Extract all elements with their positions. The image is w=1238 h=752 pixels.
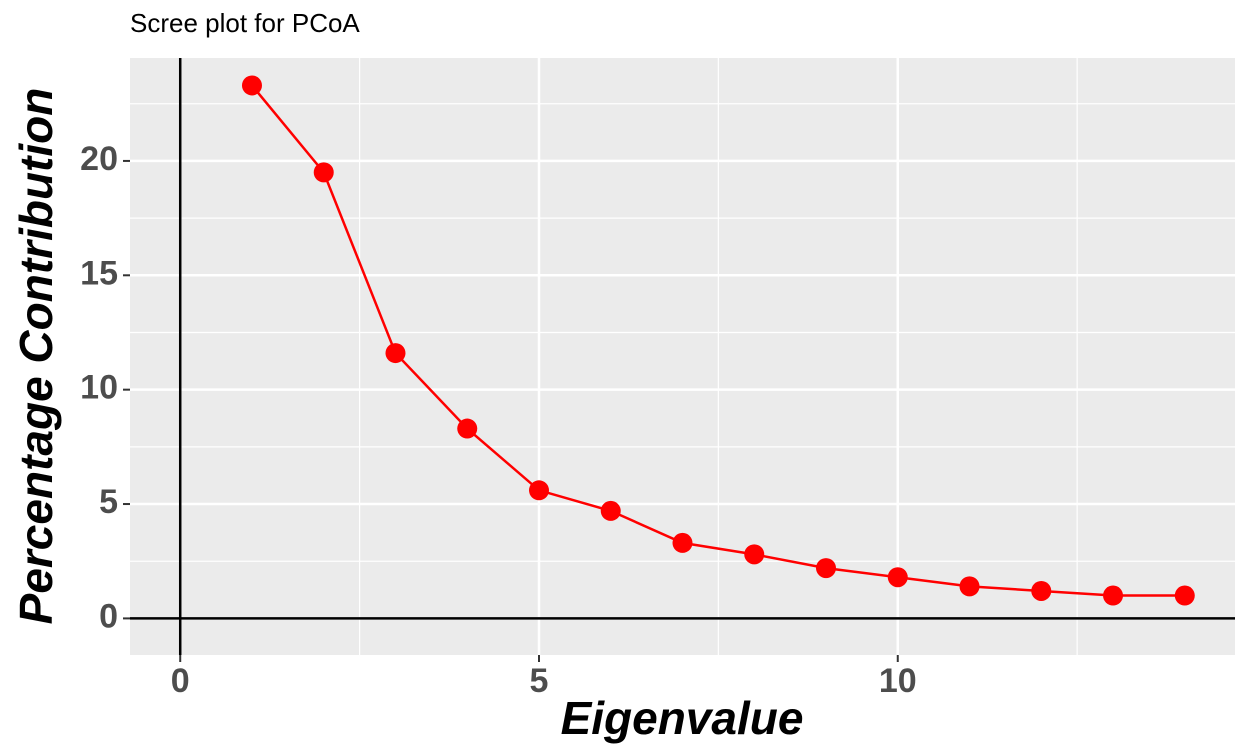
data-point [1103, 585, 1124, 606]
y-tick-label: 15 [80, 254, 118, 292]
x-tick-label: 0 [171, 662, 190, 700]
y-tick-label: 0 [99, 597, 118, 635]
y-tick-label: 20 [80, 140, 118, 178]
data-line [251, 84, 1185, 597]
data-point [672, 532, 693, 553]
plot-panel [130, 58, 1235, 655]
data-point [1031, 580, 1052, 601]
x-axis-title: Eigenvalue [561, 692, 804, 744]
data-point [1174, 585, 1195, 606]
data-point [528, 480, 549, 501]
y-tick-label: 10 [80, 369, 118, 407]
data-point [744, 544, 765, 565]
data-point [816, 558, 837, 579]
data-point [959, 576, 980, 597]
data-point [385, 343, 406, 364]
x-tick-label: 10 [879, 662, 917, 700]
data-point [457, 418, 478, 439]
y-tick-label: 5 [99, 483, 118, 521]
data-point [600, 500, 621, 521]
chart-title: Scree plot for PCoA [130, 8, 360, 38]
data-point [313, 162, 334, 183]
y-axis-title: Percentage Contribution [10, 88, 62, 625]
data-point [887, 567, 908, 588]
x-tick-label: 5 [530, 662, 549, 700]
data-point [241, 75, 262, 96]
